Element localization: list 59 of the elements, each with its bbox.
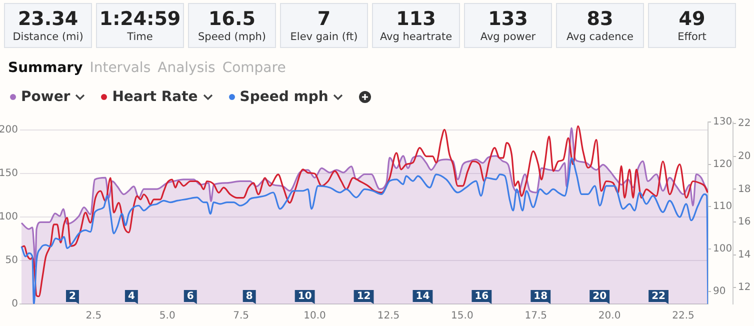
x-tick-label: 20.0 bbox=[598, 310, 621, 322]
y3-tick-label: 18 bbox=[738, 184, 751, 195]
text: 113 bbox=[395, 7, 437, 31]
text: 133 bbox=[487, 7, 529, 31]
annotation: 8 bbox=[246, 291, 253, 302]
annotation: 22 bbox=[652, 291, 666, 302]
y-tick-label: 200 bbox=[0, 124, 18, 136]
y3-tick-label: 22 bbox=[738, 118, 751, 130]
text: Avg heartrate bbox=[378, 31, 454, 44]
y2-tick-label: 120 bbox=[713, 158, 732, 170]
x-tick-label: 12.5 bbox=[377, 310, 400, 322]
x-tick-label: 15.0 bbox=[451, 310, 474, 322]
annotation: 14 bbox=[416, 291, 430, 302]
text: 1:24:59 bbox=[98, 7, 182, 31]
text: Avg cadence bbox=[565, 31, 634, 44]
annotation: 4 bbox=[128, 291, 135, 302]
legend-label: Heart Rate bbox=[112, 89, 198, 105]
text: 83 bbox=[586, 7, 614, 31]
y2-tick-label: 110 bbox=[713, 201, 732, 212]
text: Compare bbox=[222, 60, 286, 76]
text: Elev gain (ft) bbox=[289, 31, 359, 44]
annotation: 10 bbox=[298, 291, 312, 302]
annotation: 12 bbox=[356, 291, 371, 302]
y-tick-label: 50 bbox=[5, 255, 18, 266]
x-tick-label: 2.5 bbox=[86, 310, 102, 322]
x-tick-label: 7.5 bbox=[233, 310, 250, 322]
annotation: 16 bbox=[474, 291, 489, 302]
text: Avg power bbox=[479, 31, 537, 44]
text: Distance (mi) bbox=[12, 31, 84, 44]
y3-tick-label: 16 bbox=[738, 216, 751, 228]
legend-label: Speed mph bbox=[240, 89, 328, 105]
text: Intervals bbox=[90, 60, 151, 76]
y3-tick-label: 14 bbox=[738, 249, 751, 260]
x-tick-label: 22.5 bbox=[672, 310, 694, 322]
annotation: 6 bbox=[186, 291, 194, 302]
legend-label: Power bbox=[21, 89, 70, 105]
y-tick-label: 100 bbox=[0, 212, 18, 223]
x-tick-label: 5.0 bbox=[159, 310, 176, 322]
y2-tick-label: 130 bbox=[713, 116, 732, 128]
text: Time bbox=[126, 31, 154, 44]
annotation: 20 bbox=[592, 291, 607, 302]
y2-tick-label: 90 bbox=[713, 286, 726, 297]
text: 16.5 bbox=[208, 7, 256, 31]
text: Analysis bbox=[158, 60, 216, 76]
text: 7 bbox=[316, 7, 332, 31]
y3-tick-label: 12 bbox=[738, 282, 751, 294]
y3-tick-label: 20 bbox=[738, 151, 751, 162]
x-tick-label: 10.0 bbox=[304, 310, 326, 322]
annotation: 2 bbox=[68, 291, 76, 302]
text: 23.34 bbox=[16, 7, 80, 31]
y2-tick-label: 100 bbox=[713, 244, 732, 255]
text: Speed (mph) bbox=[197, 31, 267, 44]
y-tick-label: 150 bbox=[0, 168, 18, 179]
text: 49 bbox=[678, 7, 706, 31]
y-tick-label: 0 bbox=[12, 298, 18, 310]
x-tick-label: 17.5 bbox=[524, 310, 547, 322]
text: Effort bbox=[676, 31, 708, 44]
annotation: 18 bbox=[534, 291, 548, 302]
text: Summary bbox=[8, 60, 83, 76]
